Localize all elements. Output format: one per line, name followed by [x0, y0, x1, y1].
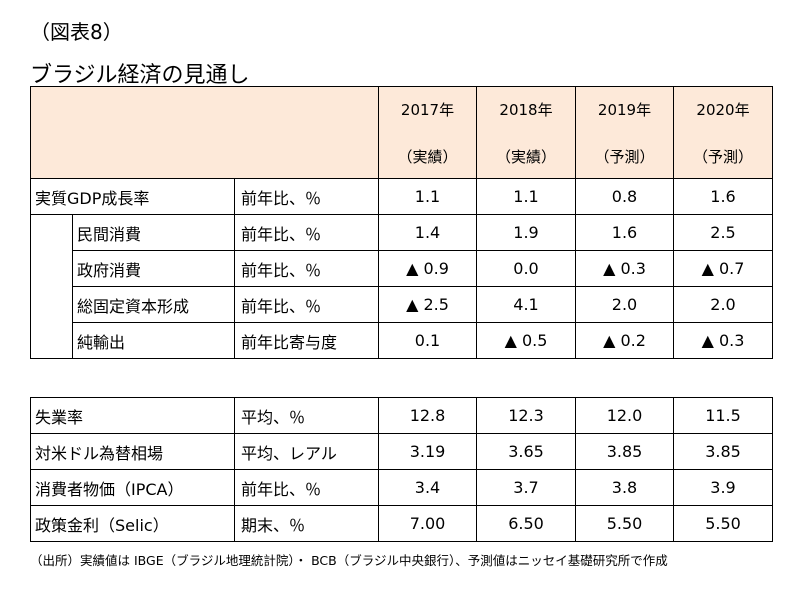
- page-title: ブラジル経済の見通し: [30, 63, 250, 88]
- value-cell: 1.1: [378, 178, 478, 215]
- row-unit: 平均、レアル: [234, 433, 379, 470]
- row-label: 政府消費: [72, 250, 235, 287]
- value-cell: 0.1: [378, 322, 478, 359]
- column-kind: （実績）: [496, 147, 557, 166]
- value-cell: ▲ 0.5: [476, 322, 577, 359]
- column-header-2018: 2018年 （実績）: [476, 86, 577, 179]
- value-cell: 3.19: [378, 433, 477, 470]
- column-year: 2018年: [499, 100, 553, 119]
- row-label: 政策金利（Selic）: [30, 505, 235, 542]
- row-unit: 前年比、％: [233, 214, 380, 251]
- table-header-row: 2017年 （実績） 2018年 （実績） 2019年 （予測） 2020年 （…: [29, 86, 774, 179]
- value-cell: 3.8: [575, 469, 674, 506]
- value-cell: 1.6: [673, 178, 774, 215]
- row-unit: 期末、％: [234, 505, 379, 542]
- table-row: 政策金利（Selic） 期末、％ 7.00 6.50 5.50 5.50: [30, 505, 773, 542]
- column-kind: （予測）: [693, 147, 754, 166]
- column-year: 2019年: [597, 100, 652, 119]
- value-cell: 4.1: [476, 286, 577, 323]
- source-note: （出所）実績値は IBGE（ブラジル地理統計院）・ BCB（ブラジル中央銀行）、…: [30, 553, 668, 568]
- row-unit: 前年比、％: [233, 250, 380, 287]
- value-cell: 6.50: [476, 505, 576, 542]
- value-cell: 2.5: [673, 214, 774, 251]
- value-cell: 1.9: [476, 214, 577, 251]
- forecast-table-gdp: 2017年 （実績） 2018年 （実績） 2019年 （予測） 2020年 （…: [29, 86, 774, 359]
- value-cell: 12.0: [575, 397, 674, 434]
- table-row: 失業率 平均、％ 12.8 12.3 12.0 11.5: [30, 397, 773, 434]
- column-header-2017: 2017年 （実績）: [378, 86, 478, 179]
- value-cell: 11.5: [673, 397, 773, 434]
- row-label: 実質GDP成長率: [30, 178, 235, 215]
- value-cell: ▲ 0.9: [378, 250, 478, 287]
- value-cell: 3.85: [575, 433, 674, 470]
- column-year: 2017年: [400, 100, 455, 119]
- column-year: 2020年: [696, 100, 750, 119]
- row-unit: 前年比寄与度: [233, 322, 380, 359]
- indent-spacer: [30, 250, 73, 287]
- figure-label: （図表8）: [30, 20, 123, 44]
- value-cell: 1.6: [575, 214, 675, 251]
- indent-spacer: [30, 286, 73, 323]
- table-row: 純輸出 前年比寄与度 0.1 ▲ 0.5 ▲ 0.2 ▲ 0.3: [30, 322, 774, 359]
- row-label: 失業率: [30, 397, 235, 434]
- row-unit: 平均、％: [234, 397, 379, 434]
- table-row: 民間消費 前年比、％ 1.4 1.9 1.6 2.5: [30, 214, 774, 251]
- column-header-2020: 2020年 （予測）: [673, 86, 774, 179]
- value-cell: 3.4: [378, 469, 477, 506]
- row-label: 民間消費: [72, 214, 235, 251]
- row-label: 対米ドル為替相場: [30, 433, 235, 470]
- column-kind: （予測）: [594, 147, 655, 166]
- indent-spacer: [30, 214, 73, 251]
- value-cell: 2.0: [575, 286, 675, 323]
- value-cell: 5.50: [673, 505, 773, 542]
- table-row: 対米ドル為替相場 平均、レアル 3.19 3.65 3.85 3.85: [30, 433, 773, 470]
- row-unit: 前年比、％: [233, 178, 380, 215]
- indent-spacer: [30, 322, 73, 359]
- column-header-2019: 2019年 （予測）: [575, 86, 675, 179]
- value-cell: 3.85: [673, 433, 773, 470]
- value-cell: ▲ 2.5: [378, 286, 478, 323]
- row-unit: 前年比、％: [234, 469, 379, 506]
- value-cell: ▲ 0.2: [575, 322, 675, 359]
- header-blank-cell: [29, 86, 380, 179]
- row-label: 総固定資本形成: [72, 286, 235, 323]
- value-cell: 3.7: [476, 469, 576, 506]
- forecast-table-indicators: 失業率 平均、％ 12.8 12.3 12.0 11.5 対米ドル為替相場 平均…: [30, 397, 773, 542]
- row-label: 消費者物価（IPCA）: [30, 469, 235, 506]
- row-unit: 前年比、％: [233, 286, 380, 323]
- value-cell: ▲ 0.3: [575, 250, 675, 287]
- value-cell: ▲ 0.7: [673, 250, 774, 287]
- value-cell: 7.00: [378, 505, 477, 542]
- value-cell: 12.3: [476, 397, 576, 434]
- value-cell: 5.50: [575, 505, 674, 542]
- table-row: 総固定資本形成 前年比、％ ▲ 2.5 4.1 2.0 2.0: [30, 286, 774, 323]
- value-cell: 12.8: [378, 397, 477, 434]
- value-cell: 1.1: [476, 178, 577, 215]
- column-kind: （実績）: [397, 147, 458, 166]
- table-row: 消費者物価（IPCA） 前年比、％ 3.4 3.7 3.8 3.9: [30, 469, 773, 506]
- value-cell: 0.8: [575, 178, 675, 215]
- value-cell: 2.0: [673, 286, 774, 323]
- value-cell: ▲ 0.3: [673, 322, 774, 359]
- value-cell: 3.9: [673, 469, 773, 506]
- value-cell: 0.0: [476, 250, 577, 287]
- table-row: 政府消費 前年比、％ ▲ 0.9 0.0 ▲ 0.3 ▲ 0.7: [30, 250, 774, 287]
- table-row: 実質GDP成長率 前年比、％ 1.1 1.1 0.8 1.6: [30, 178, 774, 215]
- row-label: 純輸出: [72, 322, 235, 359]
- value-cell: 1.4: [378, 214, 478, 251]
- value-cell: 3.65: [476, 433, 576, 470]
